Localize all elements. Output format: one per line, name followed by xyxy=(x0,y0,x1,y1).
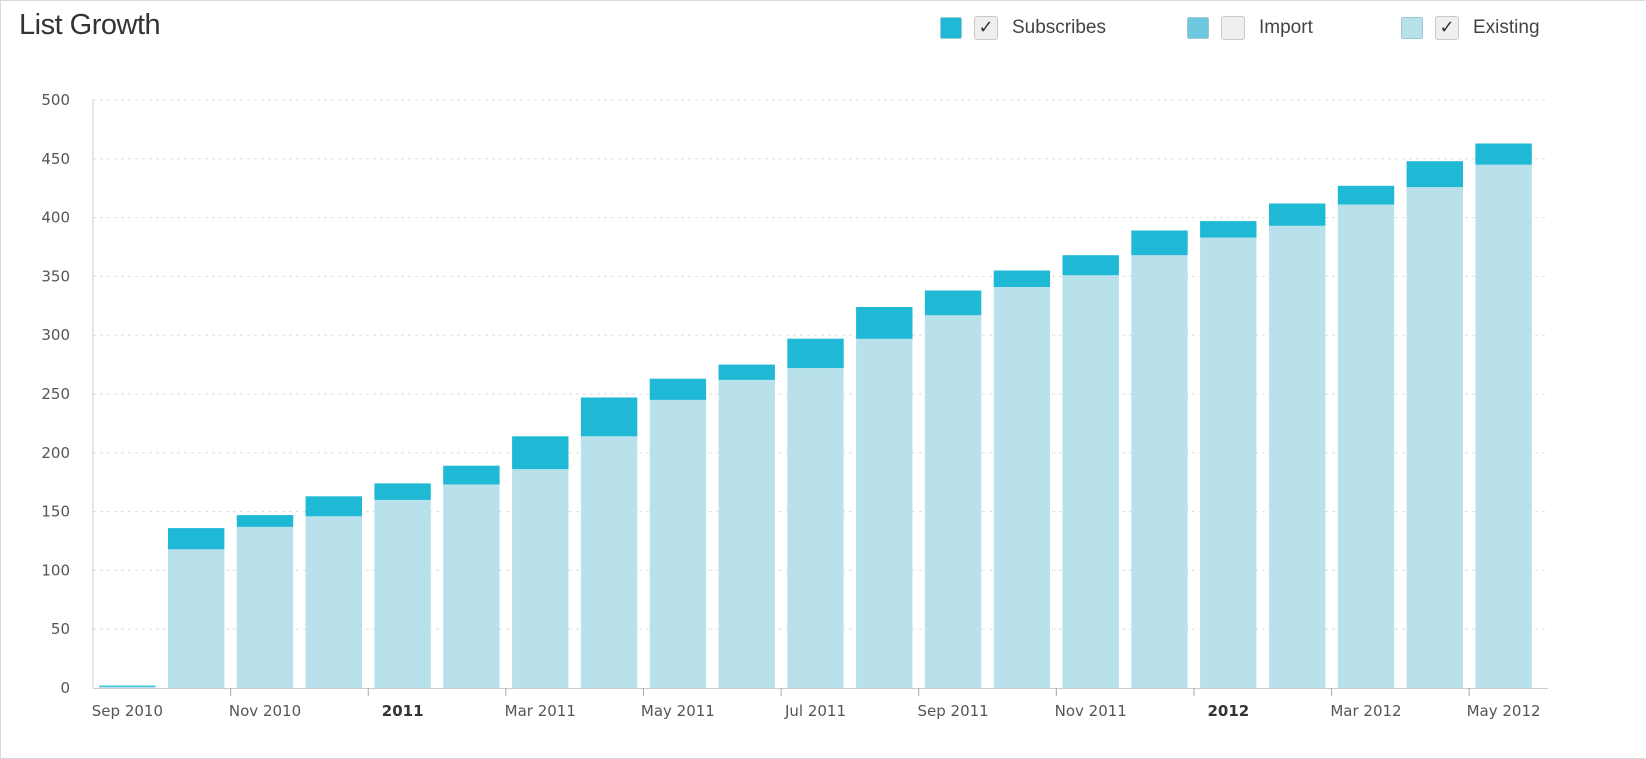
y-tick-label-50: 50 xyxy=(51,620,70,638)
bar-existing-3 xyxy=(305,516,362,688)
import-checkbox[interactable] xyxy=(1221,16,1245,40)
bar-existing-13 xyxy=(993,287,1051,688)
bar-subscribes-11 xyxy=(856,307,913,339)
x-tick-label-8: May 2011 xyxy=(641,702,715,720)
y-tick-label-350: 350 xyxy=(41,267,70,285)
bar-subscribes-16 xyxy=(1200,221,1257,238)
bar-subscribes-8 xyxy=(649,378,707,400)
existing-checkbox[interactable]: ✓ xyxy=(1435,16,1459,40)
x-tick-label-2: Nov 2010 xyxy=(229,702,301,720)
y-tick-label-500: 500 xyxy=(41,91,70,109)
bar-subscribes-6 xyxy=(512,436,569,470)
bar-existing-15 xyxy=(1131,255,1188,688)
y-tick-label-100: 100 xyxy=(41,561,70,579)
bar-existing-12 xyxy=(924,315,982,688)
bar-subscribes-9 xyxy=(718,364,775,380)
y-tick-label-200: 200 xyxy=(41,444,70,462)
x-tick-label-6: Mar 2011 xyxy=(505,702,576,720)
bar-subscribes-19 xyxy=(1406,161,1463,188)
y-tick-label-300: 300 xyxy=(41,326,70,344)
chart-title: List Growth xyxy=(19,9,161,41)
bar-subscribes-7 xyxy=(580,397,638,437)
bar-subscribes-12 xyxy=(924,290,982,316)
bar-subscribes-0 xyxy=(99,685,156,687)
bar-subscribes-2 xyxy=(236,515,294,527)
y-tick-label-0: 0 xyxy=(60,679,70,697)
bar-existing-17 xyxy=(1269,225,1326,689)
x-tick-label-10: Jul 2011 xyxy=(784,702,846,720)
bar-subscribes-18 xyxy=(1337,185,1395,205)
legend-item-existing[interactable]: ✓ Existing xyxy=(1401,13,1540,43)
bar-existing-20 xyxy=(1475,164,1532,688)
x-tick-label-18: Mar 2012 xyxy=(1330,702,1401,720)
y-tick-label-150: 150 xyxy=(41,503,70,521)
x-tick-label-20: May 2012 xyxy=(1467,702,1541,720)
bar-subscribes-4 xyxy=(374,483,431,500)
bar-existing-10 xyxy=(787,368,844,688)
bar-existing-19 xyxy=(1406,187,1463,688)
subscribes-color-swatch xyxy=(940,17,962,39)
x-tick-label-16: 2012 xyxy=(1207,702,1249,720)
bar-subscribes-13 xyxy=(993,270,1051,287)
bar-existing-11 xyxy=(856,338,913,688)
bar-existing-2 xyxy=(236,526,294,688)
bar-existing-5 xyxy=(443,484,500,688)
x-tick-label-0: Sep 2010 xyxy=(92,702,163,720)
bar-existing-6 xyxy=(512,469,569,688)
x-tick-label-14: Nov 2011 xyxy=(1055,702,1127,720)
bar-existing-0 xyxy=(99,686,156,688)
bar-existing-7 xyxy=(580,436,638,688)
bar-subscribes-5 xyxy=(443,465,500,485)
bar-existing-18 xyxy=(1337,204,1395,688)
bar-subscribes-17 xyxy=(1269,203,1326,226)
legend-label-import: Import xyxy=(1259,17,1313,38)
bar-subscribes-3 xyxy=(305,496,362,517)
y-tick-label-450: 450 xyxy=(41,150,70,168)
bar-subscribes-20 xyxy=(1475,143,1532,165)
bar-subscribes-1 xyxy=(168,528,225,550)
bar-existing-16 xyxy=(1200,237,1257,688)
bar-existing-1 xyxy=(168,549,225,688)
legend-item-import[interactable]: Import xyxy=(1187,13,1313,43)
x-tick-label-12: Sep 2011 xyxy=(918,702,989,720)
existing-color-swatch xyxy=(1401,17,1423,39)
y-tick-label-250: 250 xyxy=(41,385,70,403)
legend-label-subscribes: Subscribes xyxy=(1012,17,1106,38)
subscribes-checkbox[interactable]: ✓ xyxy=(974,16,998,40)
bar-existing-14 xyxy=(1062,275,1119,688)
y-tick-label-400: 400 xyxy=(41,209,70,227)
legend-item-subscribes[interactable]: ✓ Subscribes xyxy=(940,13,1106,43)
bar-existing-4 xyxy=(374,499,431,688)
import-color-swatch xyxy=(1187,17,1209,39)
bar-subscribes-14 xyxy=(1062,255,1119,276)
bar-subscribes-15 xyxy=(1131,230,1188,256)
bar-subscribes-10 xyxy=(787,338,844,369)
bar-existing-8 xyxy=(649,399,707,688)
legend-label-existing: Existing xyxy=(1473,17,1540,38)
bar-existing-9 xyxy=(718,379,775,688)
x-tick-label-4: 2011 xyxy=(382,702,424,720)
